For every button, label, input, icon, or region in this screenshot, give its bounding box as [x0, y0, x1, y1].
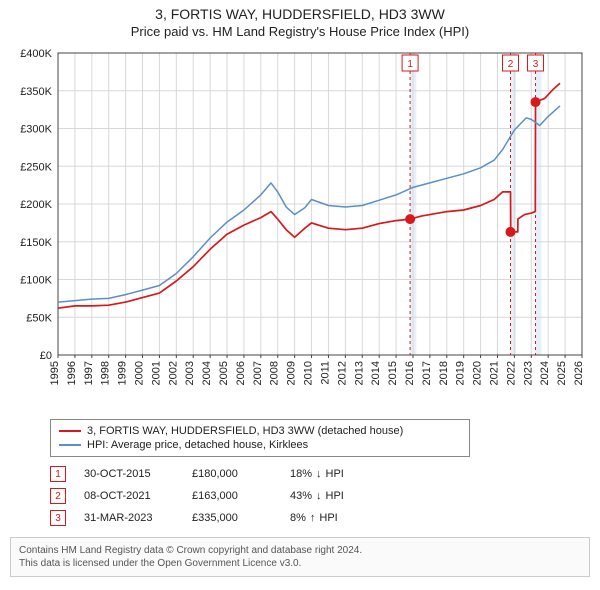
x-tick-label: 1999: [117, 361, 129, 385]
marker-date: 30-OCT-2015: [84, 468, 174, 480]
x-tick-label: 2009: [286, 361, 298, 385]
x-tick-label: 2002: [167, 361, 179, 385]
x-tick-label: 2025: [556, 361, 568, 385]
chart-area: £0 £50K £100K £150K £200K £250K £300K £350K £400…: [10, 43, 590, 413]
chart-title-main: 3, FORTIS WAY, HUDDERSFIELD, HD3 3WW: [10, 6, 590, 22]
legend-item: HPI: Average price, detached house, Kirk…: [59, 438, 461, 452]
x-tick-label: 2016: [404, 361, 416, 385]
marker-date: 31-MAR-2023: [84, 512, 174, 524]
marker-price: £163,000: [192, 490, 272, 502]
marker-diff-suffix: HPI: [326, 468, 344, 480]
x-tick-label: 2026: [573, 361, 585, 385]
y-tick-label: £0: [40, 350, 52, 362]
legend-label: 3, FORTIS WAY, HUDDERSFIELD, HD3 3WW (de…: [87, 425, 403, 437]
event-badge: 3: [533, 59, 539, 70]
marker-diff: 18% ↓ HPI: [290, 468, 370, 480]
x-tick-label: 2022: [505, 361, 517, 385]
arrow-up-icon: ↑: [310, 512, 316, 524]
price-line-chart: £0 £50K £100K £150K £200K £250K £300K £350K £400…: [10, 43, 590, 413]
x-tick-label: 2003: [184, 361, 196, 385]
marker-price: £180,000: [192, 468, 272, 480]
x-tick-label: 2007: [252, 361, 264, 385]
marker-date: 08-OCT-2021: [84, 490, 174, 502]
x-tick-label: 2006: [235, 361, 247, 385]
y-tick-label: £300K: [20, 124, 52, 136]
x-tick-label: 2015: [387, 361, 399, 385]
marker-diff: 8% ↑HPI: [290, 512, 370, 524]
x-tick-label: 2017: [421, 361, 433, 385]
y-tick-label: £350K: [20, 86, 52, 98]
marker-diff-pct: 43%: [290, 490, 312, 502]
series-marker-property: [505, 227, 515, 237]
x-tick-label: 2012: [336, 361, 348, 385]
x-tick-label: 1995: [49, 361, 61, 385]
x-tick-label: 2019: [455, 361, 467, 385]
chart-title-sub: Price paid vs. HM Land Registry's House …: [10, 24, 590, 39]
y-tick-label: £200K: [20, 199, 52, 211]
event-badge: 1: [407, 59, 413, 70]
x-tick-label: 2014: [370, 361, 382, 385]
chart-titles: 3, FORTIS WAY, HUDDERSFIELD, HD3 3WW Pri…: [10, 6, 590, 39]
marker-row: 2 08-OCT-2021 £163,000 43% ↓ HPI: [50, 485, 550, 507]
legend-swatch: [59, 430, 81, 432]
legend-item: 3, FORTIS WAY, HUDDERSFIELD, HD3 3WW (de…: [59, 424, 461, 438]
licence-line-1: Contains HM Land Registry data © Crown c…: [19, 544, 581, 557]
series-marker-property: [405, 214, 415, 224]
y-tick-label: £250K: [20, 161, 52, 173]
x-tick-label: 2021: [488, 361, 500, 385]
y-tick-label: £400K: [20, 48, 52, 60]
marker-badge: 3: [50, 510, 66, 526]
x-tick-label: 2001: [150, 361, 162, 385]
event-badge: 2: [508, 59, 514, 70]
marker-row: 1 30-OCT-2015 £180,000 18% ↓ HPI: [50, 463, 550, 485]
marker-price: £335,000: [192, 512, 272, 524]
marker-diff-pct: 18%: [290, 468, 312, 480]
licence-line-2: This data is licensed under the Open Gov…: [19, 557, 581, 570]
marker-row: 3 31-MAR-2023 £335,000 8% ↑HPI: [50, 507, 550, 529]
marker-badge: 2: [50, 488, 66, 504]
marker-diff: 43% ↓ HPI: [290, 490, 370, 502]
x-tick-label: 1998: [100, 361, 112, 385]
x-tick-label: 2018: [438, 361, 450, 385]
arrow-down-icon: ↓: [316, 490, 322, 502]
x-tick-label: 2024: [539, 361, 551, 385]
x-tick-label: 1997: [83, 361, 95, 385]
y-tick-label: £100K: [20, 275, 52, 287]
x-tick-label: 2005: [218, 361, 230, 385]
x-tick-label: 2013: [353, 361, 365, 385]
x-tick-label: 2010: [303, 361, 315, 385]
y-tick-label: £50K: [26, 312, 52, 324]
x-tick-label: 2000: [134, 361, 146, 385]
page: 3, FORTIS WAY, HUDDERSFIELD, HD3 3WW Pri…: [0, 0, 600, 590]
y-tick-label: £150K: [20, 237, 52, 249]
legend-label: HPI: Average price, detached house, Kirk…: [87, 439, 308, 451]
arrow-down-icon: ↓: [316, 468, 322, 480]
x-tick-label: 2020: [472, 361, 484, 385]
legend-swatch: [59, 444, 81, 446]
x-tick-label: 2023: [522, 361, 534, 385]
marker-diff-suffix: HPI: [326, 490, 344, 502]
legend: 3, FORTIS WAY, HUDDERSFIELD, HD3 3WW (de…: [50, 419, 470, 457]
series-marker-property: [531, 97, 541, 107]
x-tick-label: 2004: [201, 361, 213, 385]
x-tick-label: 1996: [66, 361, 78, 385]
marker-badge: 1: [50, 466, 66, 482]
licence-notice: Contains HM Land Registry data © Crown c…: [10, 537, 590, 577]
marker-diff-pct: 8%: [290, 512, 306, 524]
marker-diff-suffix: HPI: [319, 512, 337, 524]
x-tick-label: 2011: [319, 361, 331, 385]
x-tick-label: 2008: [269, 361, 281, 385]
marker-table: 1 30-OCT-2015 £180,000 18% ↓ HPI 2 08-OCT-2021 £…: [50, 463, 550, 529]
